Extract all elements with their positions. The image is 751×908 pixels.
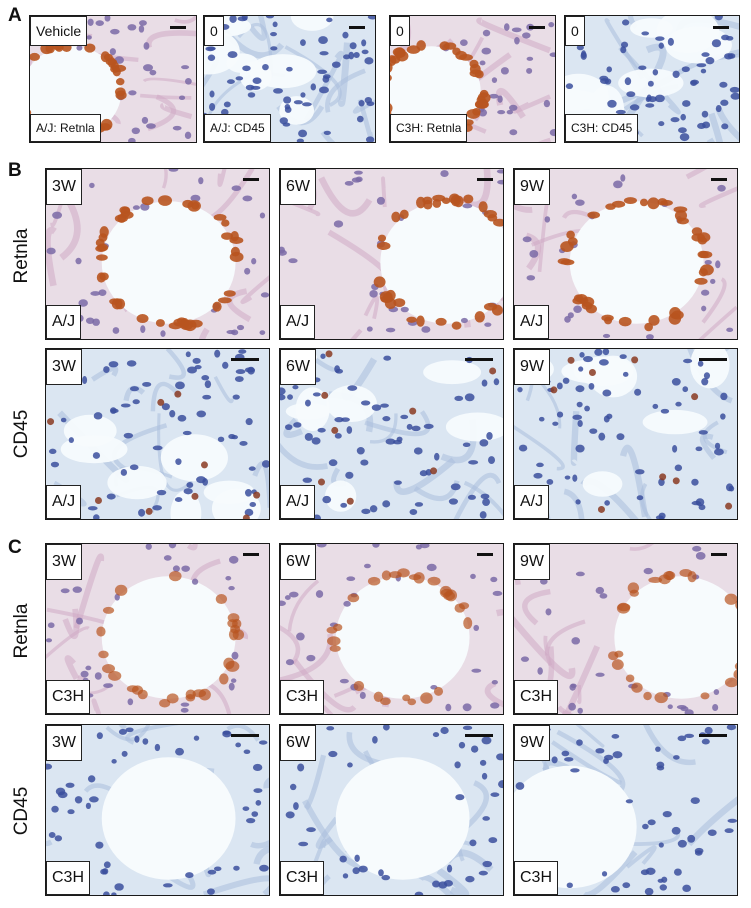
- top-label: 9W: [514, 169, 550, 205]
- panel-c-cd45-tile: 6W C3H: [279, 724, 504, 896]
- micrograph-texture: [280, 725, 503, 895]
- micrograph-texture: [46, 725, 269, 895]
- top-label: 6W: [280, 725, 316, 761]
- scale-bar: [465, 734, 493, 737]
- scale-bar: [699, 358, 727, 361]
- top-label: 3W: [46, 725, 82, 761]
- bottom-label: A/J: [280, 305, 316, 339]
- panel-a-tile: 0 A/J: CD45: [203, 15, 376, 143]
- panel-c-retnla-tile: 9W C3H: [513, 543, 738, 715]
- bottom-label: A/J: [46, 305, 82, 339]
- row-label-b-retnla: Retnla: [11, 228, 32, 284]
- top-label: Vehicle: [30, 16, 88, 46]
- scale-bar: [465, 358, 493, 361]
- scale-bar: [243, 553, 259, 556]
- top-label: 9W: [514, 544, 550, 580]
- scale-bar: [231, 358, 259, 361]
- scale-bar: [711, 178, 727, 181]
- bottom-label: C3H: [514, 861, 559, 895]
- top-label: 9W: [514, 725, 550, 761]
- bottom-label: A/J: Retnla: [30, 114, 101, 142]
- bottom-label: C3H: [46, 861, 91, 895]
- panel-c-retnla-tile: 3W C3H: [45, 543, 270, 715]
- scale-bar: [477, 553, 493, 556]
- bottom-label: C3H: [46, 680, 91, 714]
- panel-a-tile: Vehicle A/J: Retnla: [29, 15, 197, 143]
- scale-bar: [349, 26, 365, 29]
- top-label: 6W: [280, 169, 316, 205]
- micrograph-texture: [46, 544, 269, 714]
- scale-bar: [529, 26, 545, 29]
- micrograph-texture: [280, 544, 503, 714]
- panel-letter-b: B: [8, 160, 22, 181]
- top-label: 3W: [46, 544, 82, 580]
- bottom-label: A/J: [514, 485, 550, 519]
- scale-bar: [243, 178, 259, 181]
- bottom-label: A/J: [46, 485, 82, 519]
- bottom-label: A/J: [514, 305, 550, 339]
- scale-bar: [699, 734, 727, 737]
- panel-b-cd45-tile: 9W A/J: [513, 348, 738, 520]
- micrograph-texture: [514, 349, 737, 519]
- micrograph-texture: [390, 16, 555, 142]
- bottom-label: A/J: CD45: [204, 114, 271, 142]
- panel-b-cd45-tile: 3W A/J: [45, 348, 270, 520]
- bottom-label: C3H: [514, 680, 559, 714]
- top-label: 6W: [280, 544, 316, 580]
- panel-a-tile: 0 C3H: CD45: [564, 15, 740, 143]
- bottom-label: C3H: [280, 680, 325, 714]
- scale-bar: [477, 178, 493, 181]
- row-label-c-cd45: CD45: [11, 786, 32, 836]
- top-label: 0: [565, 16, 585, 46]
- row-label-c-retnla: Retnla: [11, 603, 32, 659]
- panel-letter-a: A: [8, 5, 22, 26]
- scale-bar: [231, 734, 259, 737]
- top-label: 9W: [514, 349, 550, 385]
- top-label: 0: [204, 16, 224, 46]
- scale-bar: [170, 26, 186, 29]
- bottom-label: C3H: [280, 861, 325, 895]
- bottom-label: C3H: Retnla: [390, 114, 468, 142]
- panel-b-retnla-tile: 3W A/J: [45, 168, 270, 340]
- panel-c-cd45-tile: 9W C3H: [513, 724, 738, 896]
- scale-bar: [713, 26, 729, 29]
- row-label-b-cd45: CD45: [11, 409, 32, 459]
- bottom-label: A/J: [280, 485, 316, 519]
- panel-letter-c: C: [8, 537, 22, 558]
- panel-c-retnla-tile: 6W C3H: [279, 543, 504, 715]
- micrograph-texture: [46, 349, 269, 519]
- panel-b-retnla-tile: 9W A/J: [513, 168, 738, 340]
- top-label: 3W: [46, 169, 82, 205]
- panel-a-tile: 0 C3H: Retnla: [389, 15, 556, 143]
- panel-c-cd45-tile: 3W C3H: [45, 724, 270, 896]
- top-label: 0: [390, 16, 410, 46]
- panel-b-retnla-tile: 6W A/J: [279, 168, 504, 340]
- panel-b-cd45-tile: 6W A/J: [279, 348, 504, 520]
- bottom-label: C3H: CD45: [565, 114, 639, 142]
- top-label: 6W: [280, 349, 316, 385]
- scale-bar: [711, 553, 727, 556]
- micrograph-texture: [514, 544, 737, 714]
- top-label: 3W: [46, 349, 82, 385]
- micrograph-texture: [514, 169, 737, 339]
- micrograph-texture: [46, 169, 269, 339]
